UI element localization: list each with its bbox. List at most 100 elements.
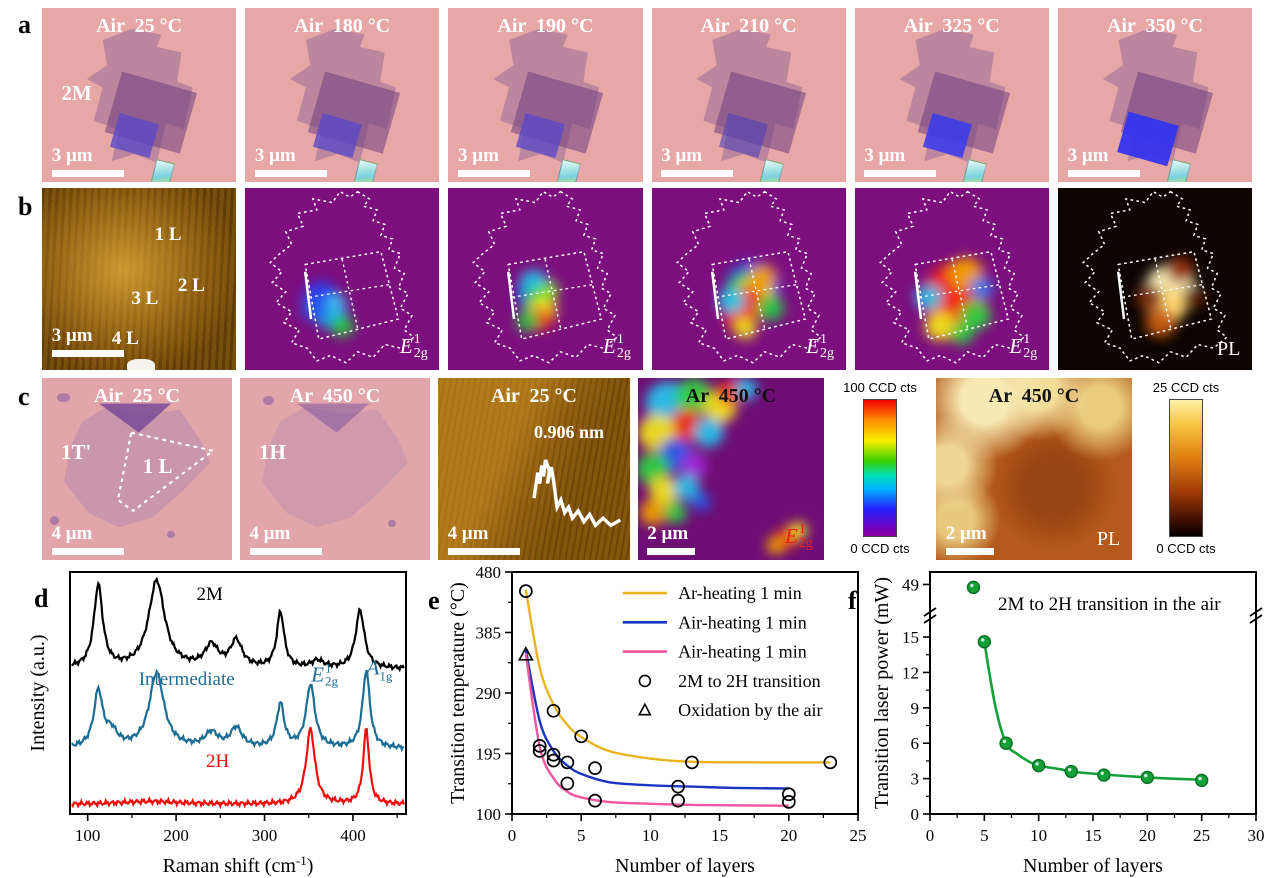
image-title: Ar 450 °C — [988, 385, 1080, 408]
colorbar-hot — [1169, 399, 1203, 537]
raman-map-ar-450C: Ar 450 °C E 1 2g 2 μm — [638, 378, 824, 560]
panel-letter-b: b — [18, 192, 33, 221]
scale-bar: 2 μm — [945, 523, 994, 555]
monolayer-outline — [116, 431, 216, 513]
panel-a-row: Air 25 °C 2M 3 μm Air 180 °C 3 μm Air 19… — [42, 8, 1253, 182]
image-title: Air 210 °C — [700, 14, 797, 37]
phase-label-1T: 1T' — [61, 439, 92, 464]
spectrum-series-label: 2H — [206, 751, 230, 773]
raman-mode-label: E 1 2g — [806, 331, 835, 361]
svg-text:20: 20 — [1139, 826, 1156, 845]
colorbar-raman: 100 CCD cts 0 CCD cts — [832, 378, 928, 560]
svg-text:10: 10 — [642, 826, 659, 845]
raman-map-stage-1: E 1 2g — [245, 188, 440, 370]
transition-temperature-chart: 100 195 290 385 480 0 5 10 15 20 25 Ar-heating 1 mi… — [447, 563, 868, 878]
svg-text:15: 15 — [711, 826, 728, 845]
svg-text:2M to 2H transition in the air: 2M to 2H transition in the air — [998, 594, 1221, 615]
colorbar-max-label: 100 CCD cts — [843, 380, 917, 395]
optical-image-air-325C: Air 325 °C 3 μm — [854, 8, 1049, 182]
svg-text:3: 3 — [911, 770, 920, 789]
height-profile-line — [532, 459, 622, 529]
raman-map-image — [651, 188, 846, 370]
afm-image: 1 L 2 L 3 L 4 L 3 μm — [42, 188, 237, 370]
svg-text:100: 100 — [75, 826, 101, 845]
colorbar-pl: 25 CCD cts 0 CCD cts — [1140, 378, 1232, 560]
scale-bar: 4 μm — [51, 523, 124, 555]
svg-text:5: 5 — [980, 826, 989, 845]
pl-map-ar-450C: Ar 450 °C PL 2 μm — [936, 378, 1132, 560]
scale-bar: 3 μm — [1067, 145, 1140, 177]
svg-text:30: 30 — [1248, 826, 1265, 845]
panel-letter-c: c — [18, 382, 30, 411]
panel-letter-e: e — [428, 586, 440, 615]
scale-bar: 3 μm — [458, 145, 531, 177]
raman-map-image — [638, 378, 824, 560]
layer-label-4L: 4 L — [111, 328, 139, 350]
raman-mode-label: A 1g — [366, 655, 393, 684]
pl-label: PL — [1096, 527, 1121, 550]
svg-text:15: 15 — [902, 628, 919, 647]
svg-text:12: 12 — [902, 663, 919, 682]
scale-bar-label: 3 μm — [51, 144, 93, 166]
layer-label-1L: 1 L — [142, 454, 173, 479]
optical-image-1T-air-25C: Air 25 °C 1T' 1 L 4 μm — [42, 378, 232, 560]
svg-text:5: 5 — [577, 826, 586, 845]
image-title: Air 25 °C — [491, 385, 577, 408]
svg-text:Air-heating 1 min: Air-heating 1 min — [678, 642, 807, 662]
phase-label-1H: 1H — [259, 439, 286, 464]
svg-text:Ar-heating 1 min: Ar-heating 1 min — [678, 583, 802, 603]
svg-text:0: 0 — [508, 826, 517, 845]
raman-map-image — [854, 188, 1049, 370]
svg-text:Intensity (a.u.): Intensity (a.u.) — [28, 634, 49, 751]
svg-text:6: 6 — [911, 734, 920, 753]
image-title: Ar 450 °C — [289, 385, 381, 408]
optical-image-air-25C: Air 25 °C 2M 3 μm — [42, 8, 237, 182]
panel-c-row: Air 25 °C 1T' 1 L 4 μm Ar 450 °C 1H 4 μm… — [42, 378, 1264, 560]
svg-text:385: 385 — [476, 624, 502, 643]
raman-spectra-chart: 100 200 300 400 Raman shift (cm-1) Intensity … — [27, 566, 414, 878]
svg-text:300: 300 — [252, 826, 278, 845]
svg-text:290: 290 — [476, 684, 502, 703]
panel-letter-a: a — [18, 10, 31, 39]
spectrum-series-label: 2M — [196, 584, 223, 606]
height-value-label: 0.906 nm — [534, 421, 605, 442]
svg-text:49: 49 — [902, 575, 919, 594]
svg-text:25: 25 — [850, 826, 867, 845]
scale-bar-line — [51, 169, 124, 177]
scale-bar: 2 μm — [647, 523, 696, 555]
svg-text:2M to 2H transition: 2M to 2H transition — [678, 671, 821, 691]
scale-bar: 3 μm — [254, 145, 327, 177]
raman-mode-label: E 1 2g — [399, 331, 428, 361]
layer-label-1L: 1 L — [154, 224, 182, 246]
svg-text:9: 9 — [911, 699, 920, 718]
panel-letter-f: f — [848, 586, 857, 615]
svg-text:Transition temperature (°C): Transition temperature (°C) — [448, 582, 469, 804]
colorbar-min-label: 0 CCD cts — [1156, 541, 1216, 556]
raman-mode-label: E 1 2g — [311, 660, 339, 689]
image-title: Air 25 °C — [96, 14, 183, 37]
image-title: Air 180 °C — [294, 14, 391, 37]
phase-label-2M: 2M — [61, 81, 92, 106]
transition-laser-power-chart: 0 3 6 9 12 15 49 0 5 10 15 20 25 30 2M to 2H transitio… — [871, 566, 1266, 878]
svg-text:Number of layers: Number of layers — [615, 855, 755, 877]
scale-bar: 3 μm — [51, 325, 124, 358]
optical-image-air-210C: Air 210 °C 3 μm — [651, 8, 846, 182]
image-title: Ar 450 °C — [685, 385, 777, 408]
raman-map-image — [245, 188, 440, 370]
svg-text:Transition laser power (mW): Transition laser power (mW) — [872, 577, 893, 809]
svg-text:Air-heating 1 min: Air-heating 1 min — [678, 612, 807, 632]
scale-bar: 3 μm — [864, 145, 937, 177]
layer-label-2L: 2 L — [177, 275, 205, 297]
raman-mode-label: E 1 2g — [785, 521, 813, 551]
svg-text:480: 480 — [476, 566, 502, 582]
svg-text:25: 25 — [1193, 826, 1210, 845]
svg-text:15: 15 — [1085, 826, 1102, 845]
optical-image-air-180C: Air 180 °C 3 μm — [245, 8, 440, 182]
scale-bar: 3 μm — [51, 144, 124, 177]
optical-image-air-350C: Air 350 °C 3 μm — [1057, 8, 1253, 182]
scale-bar: 4 μm — [447, 523, 520, 555]
panel-b-row: 1 L 2 L 3 L 4 L 3 μm E 1 2g E 1 2g E 1 2g E 1 2g… — [42, 188, 1253, 370]
pl-map: PL — [1057, 188, 1253, 370]
pl-map-image — [1057, 188, 1253, 370]
